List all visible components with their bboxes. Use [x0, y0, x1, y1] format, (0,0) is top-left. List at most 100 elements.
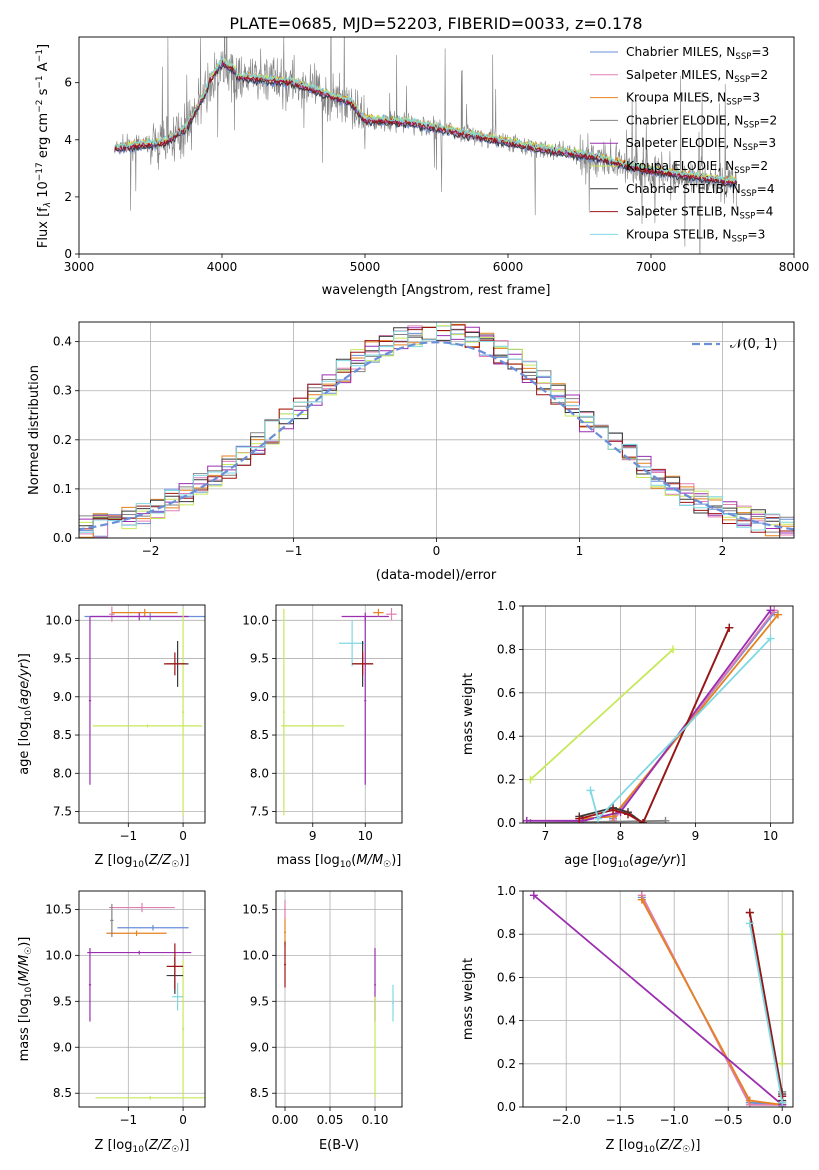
- weight-vs-metallicity-panel: −2.0 −1.5 −1.0 −0.5 0.0 0.0 0.2 0.4 0.6 0.8 1.0 Z […: [461, 884, 794, 1155]
- x-axis-label: Z [log10(Z/Z☉)]: [606, 1138, 701, 1155]
- x-axis-label: Z [log10(Z/Z☉)]: [95, 853, 190, 870]
- weight-point: [778, 1059, 787, 1068]
- axes-frame: [78, 604, 206, 824]
- y-label-subscript: λ: [43, 202, 53, 208]
- x-tick-label: 0: [179, 829, 187, 843]
- label-part: 10: [643, 1145, 655, 1155]
- y-label-part: s: [36, 88, 51, 99]
- x-tick-label: −1.5: [606, 1113, 635, 1127]
- weight-line-kroupa-miles: [641, 899, 783, 1106]
- y-tick-label: 0.8: [497, 927, 516, 941]
- plot-area: [281, 608, 397, 816]
- label-part: (: [17, 982, 32, 987]
- plot-area: [84, 606, 205, 816]
- y-tick-label: 10.0: [242, 613, 269, 627]
- y-tick-label: 6: [64, 76, 72, 90]
- residuals-panel: −2 −1 0 1 2 0.0 0.1 0.2 0.3 0.4 𝒩(0, 1) (data-model…: [27, 321, 795, 583]
- x-tick-label: 0: [433, 544, 441, 558]
- mass-vs-metallicity-panel: −1 08.59.09.510.010.5Z [log10(Z/Z☉)]mass …: [17, 890, 206, 1155]
- legend-label-value: =2: [750, 159, 768, 173]
- y-label-part: 10: [36, 181, 51, 202]
- label-part: Z [log: [95, 1138, 133, 1153]
- weight-point: [575, 814, 584, 823]
- plot-area: [87, 902, 205, 1100]
- label-part: age/yr: [634, 853, 677, 868]
- y-tick-label: 0.4: [53, 335, 72, 349]
- x-tick-label: −2.0: [552, 1113, 581, 1127]
- x-tick-label: 0.05: [317, 1113, 344, 1127]
- x-tick-label: −0.5: [714, 1113, 743, 1127]
- x-tick-label: −1.0: [660, 1113, 689, 1127]
- label-part: ☉: [383, 860, 391, 870]
- legend-label-subscript: SSP: [742, 143, 758, 153]
- x-tick-label: 0.10: [362, 1113, 389, 1127]
- y-tick-label: 9.5: [53, 652, 72, 666]
- label-part: ☉: [171, 860, 179, 870]
- label-part: 10: [340, 860, 352, 870]
- label-part: Z/Z: [659, 1138, 683, 1153]
- y-tick-label: 7.5: [250, 805, 269, 819]
- legend-label-subscript: SSP: [726, 98, 742, 108]
- y-tick-label: 0.4: [497, 1014, 516, 1028]
- legend-label: 𝒩(0, 1): [730, 337, 777, 352]
- x-tick-label: 9: [309, 829, 317, 843]
- y-tick-label: 0: [64, 247, 72, 261]
- y-tick-label: 8.0: [250, 766, 269, 780]
- label-part: )]: [690, 1138, 700, 1153]
- label-part: age [log: [17, 722, 32, 775]
- weight-point: [745, 919, 754, 928]
- weight-point: [624, 810, 632, 819]
- label-part: Z [log: [95, 853, 133, 868]
- label-part: M/M: [17, 955, 32, 982]
- y-label-superscript: −1: [35, 49, 45, 62]
- y-tick-label: 10.0: [45, 613, 72, 627]
- x-axis-label: E(B-V): [319, 1138, 359, 1153]
- weight-point: [594, 814, 602, 823]
- weight-line-chabrier-stelib: [579, 627, 731, 823]
- axes-frame: [522, 890, 794, 1108]
- weight-point: [669, 645, 677, 654]
- y-tick-label: 0.2: [53, 433, 72, 447]
- x-tick-label: 2: [719, 544, 727, 558]
- label-part: )]: [179, 853, 189, 868]
- y-tick-label: 8.5: [250, 728, 269, 742]
- x-tick-label: 7000: [636, 260, 667, 274]
- label-part: (: [351, 853, 356, 868]
- y-tick-label: 8.5: [53, 1086, 72, 1100]
- label-part: (: [17, 705, 32, 710]
- label-part: Z [log: [606, 1138, 644, 1153]
- label-part: )]: [676, 853, 686, 868]
- y-tick-label: 10.0: [242, 948, 269, 962]
- axes-frame: [78, 890, 206, 1108]
- axes-frame: [78, 36, 795, 255]
- weight-line-kroupa-stelib: [748, 923, 784, 1103]
- y-label-part: erg cm: [36, 113, 51, 162]
- label-part: 10: [132, 860, 144, 870]
- weight-point: [529, 891, 538, 900]
- label-part: 10: [132, 1145, 144, 1155]
- label-part: (: [629, 853, 634, 868]
- y-tick-label: 0.6: [497, 970, 516, 984]
- legend-label: Chabrier ELODIE, NSSP=2: [626, 113, 777, 130]
- y-axis-label: mass weight: [461, 958, 476, 1040]
- age-vs-metallicity-panel: −1 07.58.08.59.09.510.0Z [log10(Z/Z☉)]age…: [17, 604, 206, 870]
- y-tick-label: 0.6: [497, 686, 516, 700]
- model-spectrum-kroupa-stelib: [114, 55, 738, 184]
- weight-line-chabrier-miles: [641, 897, 783, 1106]
- label-part: (: [144, 1138, 149, 1153]
- legend-label: Salpeter MILES, NSSP=2: [626, 68, 768, 85]
- legend-label-subscript: SSP: [739, 212, 755, 222]
- weight-point: [661, 816, 670, 823]
- spectrum-panel: 3000 4000 5000 6000 7000 8000 0 2 4 6 Chabrier MIL…: [35, 36, 809, 298]
- x-tick-label: −1: [285, 544, 303, 558]
- y-tick-label: 7.5: [53, 805, 72, 819]
- weight-point: [766, 606, 775, 615]
- x-tick-label: 10: [358, 829, 373, 843]
- legend-label: Kroupa STELIB, NSSP=3: [626, 227, 765, 244]
- y-tick-label: 0.3: [53, 384, 72, 398]
- y-tick-label: 4: [64, 133, 72, 147]
- x-axis-label: (data-model)/error: [376, 568, 497, 583]
- label-part: Z/Z: [148, 1138, 172, 1153]
- x-tick-label: 0: [179, 1113, 187, 1127]
